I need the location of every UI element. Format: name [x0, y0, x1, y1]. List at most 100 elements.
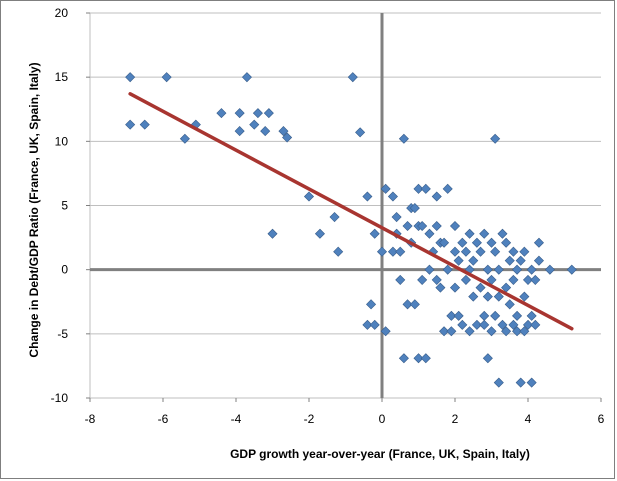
data-point: [493, 377, 504, 388]
data-point: [431, 274, 442, 285]
data-point: [504, 299, 515, 310]
data-point: [526, 310, 537, 321]
data-point: [241, 72, 252, 83]
y-tick-label: 15: [55, 70, 69, 84]
data-point: [446, 310, 457, 321]
y-axis-title: Change in Debt/GDP Ratio (France, UK, Sp…: [27, 62, 41, 357]
data-point: [376, 246, 388, 257]
x-tick-label: -6: [158, 412, 169, 426]
data-point: [409, 203, 420, 214]
data-point: [475, 282, 486, 293]
data-point: [508, 274, 519, 285]
data-point: [449, 246, 461, 257]
data-point: [387, 246, 398, 257]
data-point: [362, 319, 373, 330]
data-point: [420, 183, 431, 194]
data-point: [413, 183, 424, 194]
data-point: [435, 282, 446, 293]
y-tick-label: -5: [57, 327, 68, 341]
data-point: [449, 282, 461, 293]
data-point: [464, 228, 475, 239]
data-point: [526, 264, 537, 275]
data-point: [519, 291, 530, 302]
data-points: [125, 72, 577, 388]
data-point: [479, 310, 490, 321]
data-point: [391, 212, 402, 223]
data-point: [530, 274, 541, 285]
data-point: [486, 326, 497, 337]
data-point: [453, 255, 464, 266]
data-point: [544, 264, 555, 275]
data-point: [512, 264, 523, 275]
data-point: [457, 319, 468, 330]
data-point: [234, 108, 245, 119]
data-point: [362, 191, 373, 202]
trendline-line: [128, 92, 574, 331]
data-point: [417, 274, 428, 285]
y-tick-label: 10: [55, 134, 69, 148]
data-point: [468, 255, 479, 266]
data-point: [457, 237, 468, 248]
data-point: [468, 291, 479, 302]
data-point: [282, 132, 293, 143]
data-point: [431, 221, 442, 232]
data-point: [398, 353, 409, 364]
data-point: [479, 319, 490, 330]
data-point: [501, 326, 512, 337]
data-point: [460, 246, 471, 257]
data-point: [439, 237, 450, 248]
data-point: [522, 274, 534, 285]
data-point: [479, 228, 490, 239]
data-point: [420, 353, 431, 364]
data-point: [442, 183, 453, 194]
data-point: [493, 264, 504, 275]
data-point: [486, 237, 497, 248]
data-point: [387, 191, 398, 202]
data-point: [490, 133, 501, 144]
data-point: [471, 319, 482, 330]
x-tick-label: 4: [525, 412, 532, 426]
data-point: [398, 133, 409, 144]
x-tick-label: -4: [231, 412, 242, 426]
data-point: [439, 326, 450, 337]
data-point: [512, 310, 523, 321]
data-point: [431, 191, 442, 202]
tick-labels: -10 -5 0 5 10 15 20 -8 -6 -4 -2 0 2 4 6: [51, 6, 605, 426]
data-point: [501, 237, 512, 248]
data-point: [369, 319, 380, 330]
trendline: [128, 92, 574, 331]
data-point: [482, 291, 493, 302]
data-point: [347, 72, 358, 83]
data-point: [526, 377, 537, 388]
data-point: [482, 264, 493, 275]
data-point: [446, 326, 457, 337]
data-point: [497, 228, 508, 239]
data-point: [139, 119, 150, 130]
data-point: [464, 326, 475, 337]
x-axis-title: GDP growth year-over-year (France, UK, S…: [230, 447, 530, 461]
data-point: [314, 228, 325, 239]
data-point: [471, 237, 482, 248]
x-tick-label: 6: [598, 412, 605, 426]
data-point: [497, 319, 508, 330]
y-tick-label: 0: [61, 263, 68, 277]
data-point: [482, 353, 493, 364]
gridlines: [89, 12, 601, 399]
x-tick-label: -2: [304, 412, 315, 426]
y-tick-label: 20: [55, 6, 69, 20]
data-point: [263, 108, 274, 119]
y-tick-label: 5: [61, 199, 68, 213]
data-point: [424, 264, 435, 275]
x-tick-label: 2: [452, 412, 459, 426]
data-point: [402, 299, 413, 310]
data-point: [512, 326, 523, 337]
x-tick-label: 0: [379, 412, 386, 426]
data-point: [395, 274, 406, 285]
data-point: [442, 264, 453, 275]
data-point: [490, 310, 501, 321]
data-point: [329, 212, 340, 223]
data-point: [355, 127, 366, 138]
data-point: [380, 183, 391, 194]
